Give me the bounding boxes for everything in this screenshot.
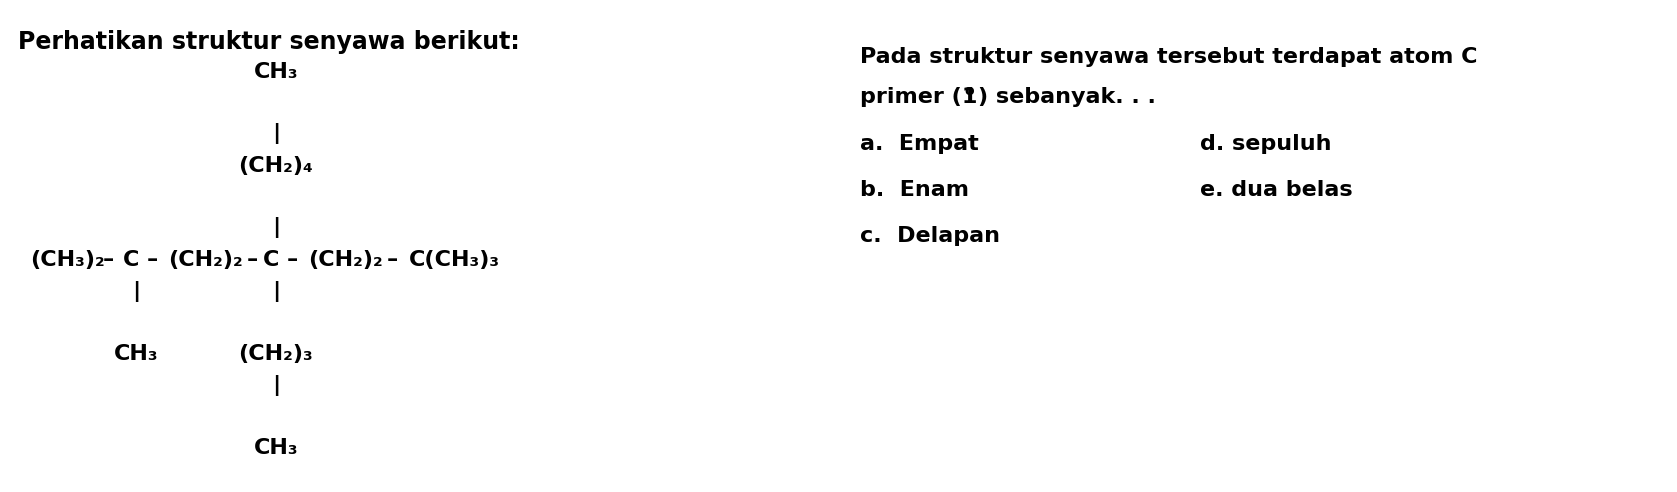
Text: |: | [132, 281, 141, 303]
Text: –: – [247, 250, 258, 270]
Text: –: – [146, 250, 158, 270]
Text: |: | [272, 123, 280, 145]
Text: |: | [272, 217, 280, 239]
Text: C: C [122, 250, 139, 270]
Text: Perhatikan struktur senyawa berikut:: Perhatikan struktur senyawa berikut: [18, 30, 520, 54]
Text: C: C [263, 250, 278, 270]
Text: c.  Delapan: c. Delapan [860, 226, 999, 246]
Text: C(CH₃)₃: C(CH₃)₃ [409, 250, 500, 270]
Text: CH₃: CH₃ [253, 438, 299, 458]
Text: –: – [102, 250, 114, 270]
Text: CH₃: CH₃ [114, 344, 158, 364]
Text: (CH₃)₂: (CH₃)₂ [30, 250, 104, 270]
Text: (CH₂)₄: (CH₂)₄ [238, 156, 314, 176]
Text: e. dua belas: e. dua belas [1201, 180, 1353, 200]
Text: (CH₂)₂: (CH₂)₂ [309, 250, 382, 270]
Text: o: o [964, 84, 974, 98]
Text: a.  Empat: a. Empat [860, 134, 979, 154]
Text: |: | [272, 281, 280, 303]
Text: d. sepuluh: d. sepuluh [1201, 134, 1332, 154]
Text: (CH₂)₃: (CH₂)₃ [238, 344, 314, 364]
Text: |: | [272, 375, 280, 397]
Text: Pada struktur senyawa tersebut terdapat atom C: Pada struktur senyawa tersebut terdapat … [860, 47, 1477, 67]
Text: b.  Enam: b. Enam [860, 180, 969, 200]
Text: –: – [386, 250, 397, 270]
Text: –: – [287, 250, 297, 270]
Text: ) sebanyak. . .: ) sebanyak. . . [978, 87, 1155, 107]
Text: primer (1: primer (1 [860, 87, 978, 107]
Text: CH₃: CH₃ [253, 62, 299, 82]
Text: (CH₂)₂: (CH₂)₂ [168, 250, 243, 270]
